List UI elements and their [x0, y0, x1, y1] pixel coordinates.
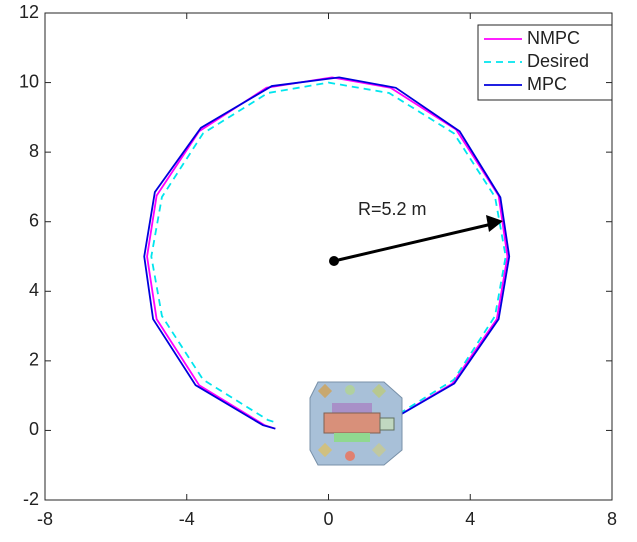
y-tick-label: 10 — [19, 71, 39, 91]
y-tick-label: -2 — [23, 489, 39, 509]
x-tick-label: -8 — [37, 509, 53, 529]
legend-label: NMPC — [527, 28, 580, 48]
y-tick-label: 4 — [29, 280, 39, 300]
annotation: R=5.2 m — [358, 199, 427, 219]
x-tick-label: 0 — [323, 509, 333, 529]
robot — [309, 381, 403, 466]
radius-arrow — [329, 215, 503, 266]
legend-label: MPC — [527, 74, 567, 94]
x-tick-label: -4 — [179, 509, 195, 529]
legend-label: Desired — [527, 51, 589, 71]
y-tick-label: 8 — [29, 141, 39, 161]
series-line — [150, 81, 507, 424]
y-tick-label: 12 — [19, 2, 39, 22]
series-line — [143, 76, 511, 430]
y-tick-label: 0 — [29, 419, 39, 439]
x-tick-label: 8 — [607, 509, 617, 529]
x-tick-label: 4 — [465, 509, 475, 529]
y-tick-label: 2 — [29, 350, 39, 370]
y-tick-label: 6 — [29, 210, 39, 230]
